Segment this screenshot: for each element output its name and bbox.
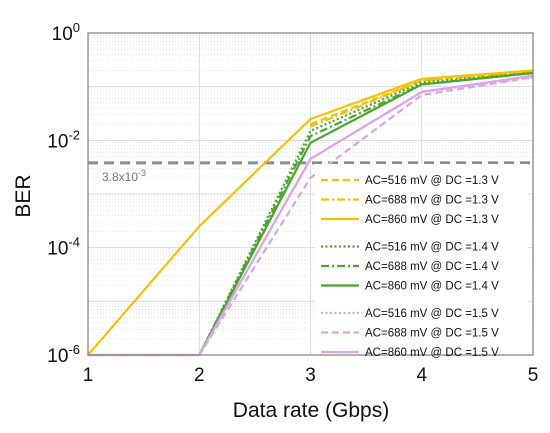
legend-label-2: AC=688 mV @ DC =1.3 V [365, 195, 499, 207]
series-line-8 [88, 76, 534, 357]
legend-label-9: AC=860 mV @ DC =1.5 V [365, 347, 499, 359]
x-tick-labels: 1 2 3 4 5 [83, 365, 539, 386]
x-tick-label: 1 [83, 365, 94, 386]
frame-layer [87, 32, 534, 356]
legend-box [315, 164, 528, 352]
series-layer [87, 69, 534, 357]
legend-label-1: AC=516 mV @ DC =1.3 V [365, 175, 499, 187]
x-axis-label: Data rate (Gbps) [233, 399, 389, 422]
threshold-layer: 3.8x10-3 [88, 161, 533, 184]
series-line-2 [310, 70, 534, 128]
y-tick-label: 10-6 [47, 342, 80, 367]
y-axis-label: BER [12, 174, 35, 217]
threshold-label: 3.8x10-3 [102, 168, 146, 184]
series-line-5 [198, 71, 534, 356]
series-line-4 [198, 71, 534, 356]
series-line-3 [87, 69, 534, 356]
legend-label-8: AC=688 mV @ DC =1.5 V [365, 328, 499, 340]
x-tick-label: 2 [194, 365, 205, 386]
legend-label-4: AC=516 mV @ DC =1.4 V [365, 242, 499, 254]
plot-frame [87, 32, 534, 356]
x-tick-label: 5 [528, 365, 539, 386]
x-tick-label: 3 [305, 365, 316, 386]
y-tick-labels: 100 10-2 10-4 10-6 [47, 20, 80, 367]
legend-label-7: AC=516 mV @ DC =1.5 V [365, 308, 499, 320]
y-tick-label: 10-4 [47, 235, 80, 260]
y-tick-label: 100 [52, 20, 80, 45]
legend-label-3: AC=860 mV @ DC =1.3 V [365, 214, 499, 226]
legend: AC=516 mV @ DC =1.3 V AC=688 mV @ DC =1.3… [315, 164, 528, 359]
legend-label-6: AC=860 mV @ DC =1.4 V [365, 281, 499, 293]
x-tick-label: 4 [416, 365, 427, 386]
series-line-6 [198, 71, 534, 356]
legend-label-5: AC=688 mV @ DC =1.4 V [365, 261, 499, 273]
y-tick-label: 10-2 [47, 127, 80, 152]
